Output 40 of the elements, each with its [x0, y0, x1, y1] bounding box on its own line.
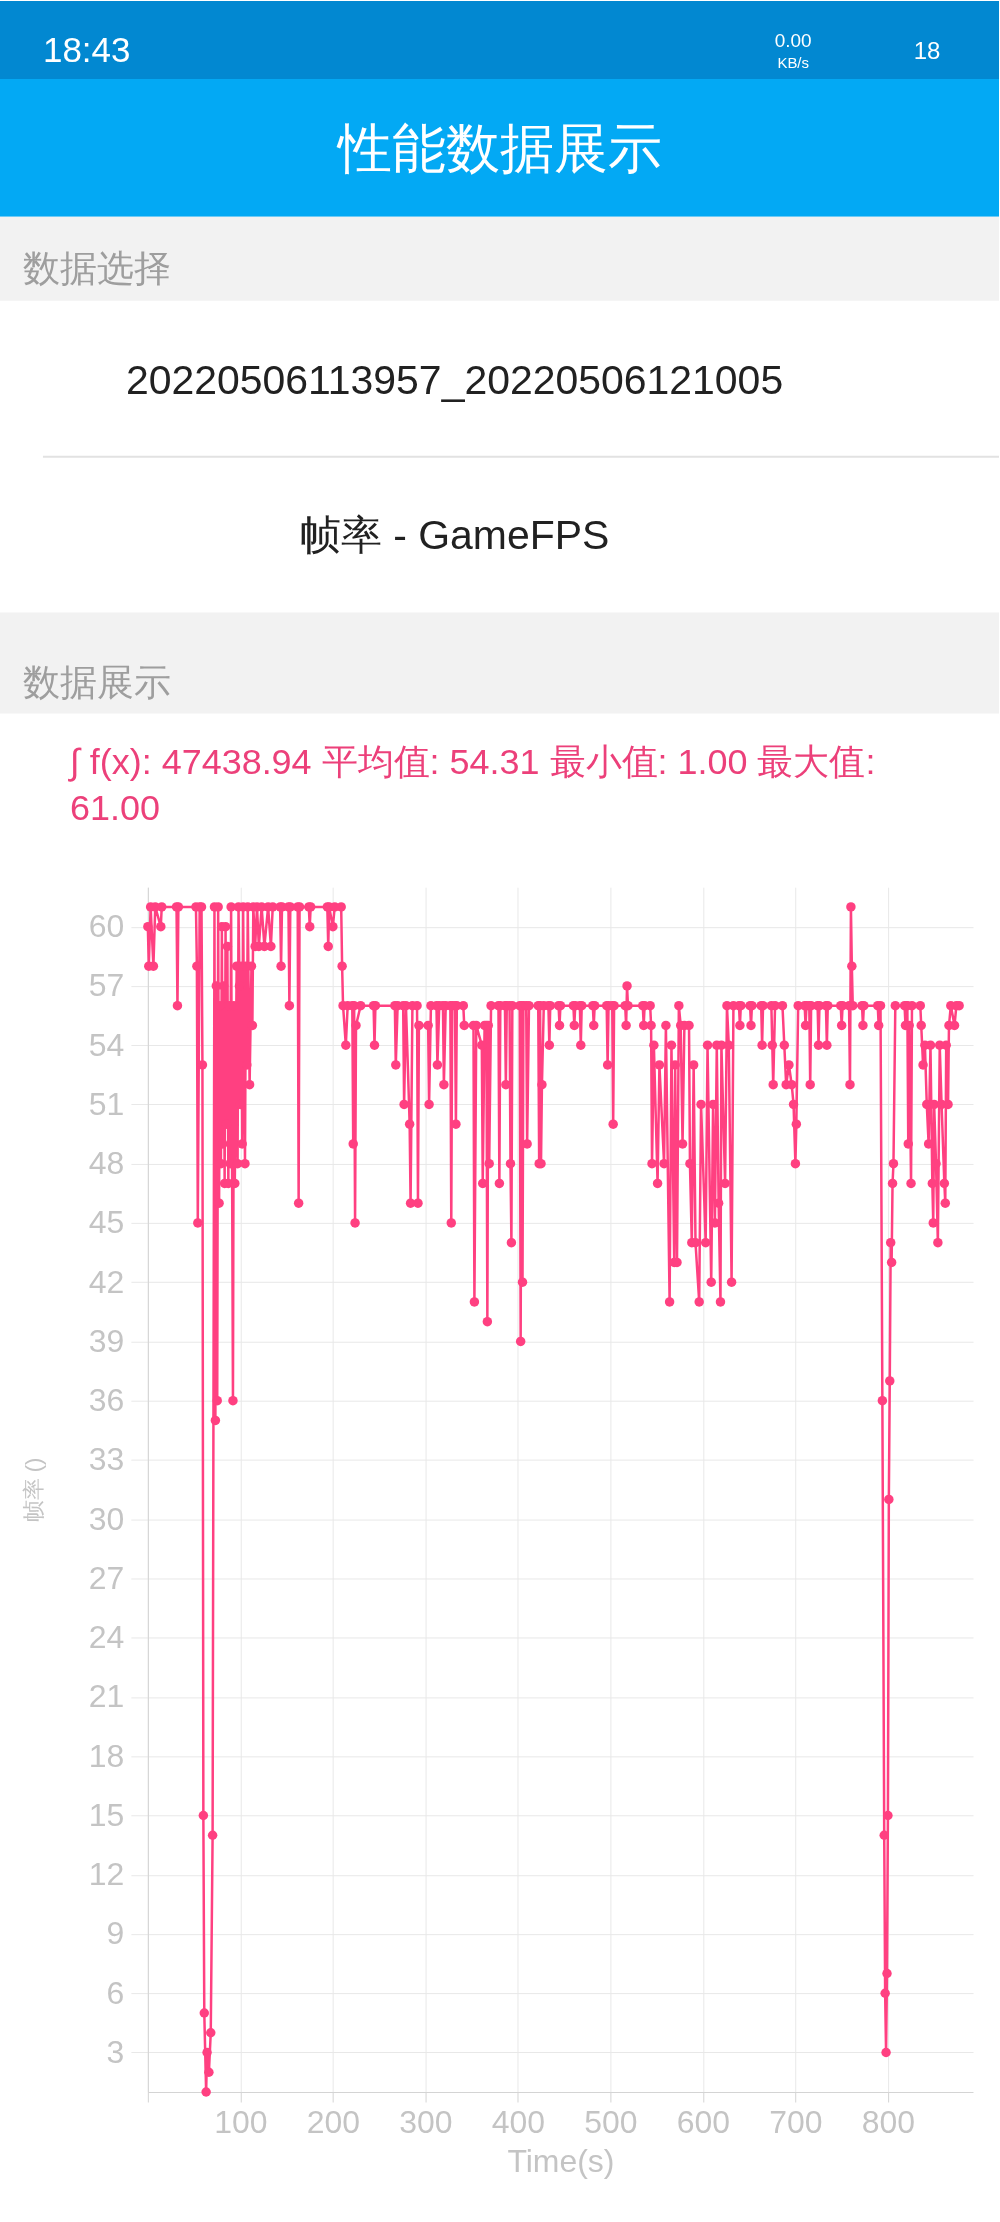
y-tick-label: 42 [88, 1263, 125, 1300]
x-axis-title: Time(s) [507, 2143, 615, 2180]
x-tick-label: 600 [676, 2104, 731, 2141]
y-tick-label: 18 [88, 1737, 125, 1774]
y-tick-label: 51 [88, 1085, 125, 1122]
y-tick-label: 39 [88, 1322, 125, 1359]
x-tick-label: 100 [214, 2104, 268, 2141]
text: 20220506113957_20220506121005 [125, 356, 784, 403]
y-tick-label: 3 [106, 2033, 125, 2070]
y-axis-title: 帧率 () [20, 1457, 46, 1523]
text: 数据选择 [22, 247, 171, 289]
text: KB/s [777, 54, 810, 72]
y-tick-label: 57 [88, 967, 125, 1004]
text: 帧率 - GameFPS [299, 511, 610, 558]
y-tick-label: 45 [88, 1204, 125, 1241]
y-tick-label: 60 [88, 908, 125, 945]
x-tick-label: 200 [306, 2104, 361, 2141]
y-tick-label: 15 [88, 1796, 125, 1833]
y-tick-label: 33 [88, 1441, 125, 1478]
y-tick-label: 27 [88, 1559, 125, 1596]
text: 18 [913, 37, 941, 65]
x-tick-label: 400 [491, 2104, 546, 2141]
chart-title: 性能数据展示 [335, 117, 662, 178]
y-tick-label: 12 [88, 1856, 125, 1893]
chart-subtitle: ∫ f(x): 47438.94 平均值: 54.31 最小值: 1.00 最大值: 61.00 [67, 741, 876, 829]
text: 数据展示 [22, 662, 171, 704]
y-tick-label: 9 [106, 1915, 125, 1952]
y-tick-label: 24 [88, 1619, 125, 1656]
x-tick-label: 300 [399, 2104, 453, 2141]
y-tick-label: 6 [106, 1974, 125, 2011]
y-tick-label: 30 [88, 1500, 125, 1537]
x-tick-label: 800 [861, 2104, 916, 2141]
y-tick-label: 21 [88, 1678, 125, 1715]
x-tick-label: 500 [584, 2104, 638, 2141]
y-tick-label: 48 [88, 1145, 125, 1182]
x-tick-label: 700 [769, 2104, 823, 2141]
text: 18:43 [42, 30, 131, 70]
text: 0.00 [774, 30, 812, 52]
y-tick-label: 54 [88, 1026, 125, 1063]
y-tick-label: 36 [88, 1382, 125, 1419]
